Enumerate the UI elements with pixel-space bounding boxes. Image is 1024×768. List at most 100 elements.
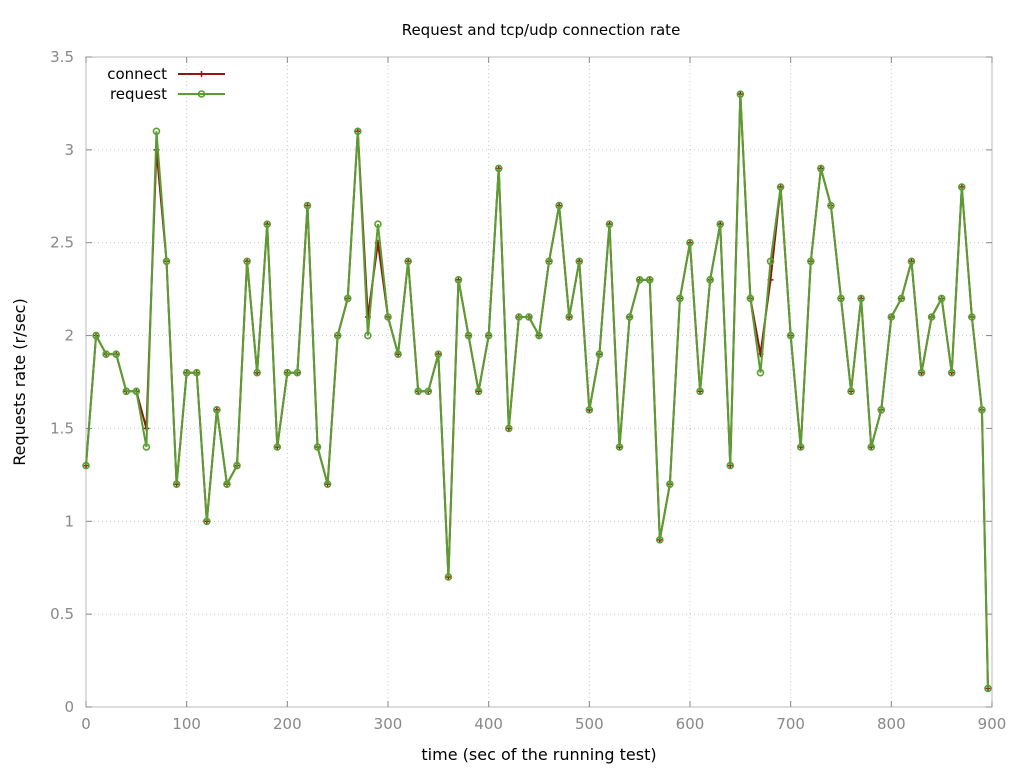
x-tick-label: 600 (676, 715, 705, 733)
request-point (182, 368, 191, 377)
chart-title: Request and tcp/udp connection rate (402, 21, 681, 39)
request-point (635, 276, 644, 284)
x-tick-label: 200 (273, 715, 302, 733)
request-point (293, 368, 302, 377)
request-point (615, 443, 624, 451)
x-tick-label: 500 (575, 715, 604, 733)
request-point (766, 257, 775, 266)
request-point (525, 313, 533, 321)
request-point (837, 294, 845, 303)
request-point (313, 443, 322, 451)
request-point (92, 331, 100, 340)
request-point (796, 443, 805, 451)
request-point (414, 387, 423, 396)
request-point (776, 183, 785, 191)
request-point (786, 331, 795, 340)
legend-label-connect: connect (107, 65, 167, 83)
request-point (223, 480, 231, 488)
y-tick-label: 2.5 (50, 234, 74, 252)
request-point (545, 257, 553, 266)
request-point (162, 257, 171, 266)
request-point (605, 220, 614, 228)
request-point (404, 257, 412, 266)
request-point (575, 257, 584, 266)
legend: connect request (107, 65, 225, 103)
grid-layer (86, 57, 992, 707)
y-axis-label: Requests rate (r/sec) (10, 298, 29, 465)
series-request (82, 90, 992, 693)
request-point (645, 276, 654, 284)
request-point (444, 573, 453, 581)
request-point (897, 294, 906, 303)
y-tick-label: 2 (64, 327, 74, 345)
request-point (353, 127, 362, 136)
request-point (172, 480, 181, 488)
request-point (676, 294, 684, 303)
request-point (984, 684, 992, 693)
request-point (736, 90, 745, 98)
legend-marker-connect (198, 71, 205, 77)
x-tick-label: 800 (877, 715, 906, 733)
legend-label-request: request (110, 85, 167, 103)
y-tick-label: 3 (64, 141, 74, 159)
request-point (847, 387, 855, 396)
request-point (364, 331, 372, 340)
request-point (595, 350, 604, 358)
request-point (192, 368, 201, 377)
request-point (263, 220, 272, 228)
request-point (585, 406, 594, 414)
request-point (827, 201, 835, 210)
series-layer (82, 90, 992, 693)
x-tick-label: 0 (81, 715, 91, 733)
request-point (726, 461, 735, 470)
request-point (384, 313, 392, 321)
request-point (303, 201, 312, 210)
request-point (333, 331, 342, 340)
request-point (102, 350, 110, 358)
request-point (454, 276, 463, 284)
request-point (696, 387, 704, 396)
request-point (233, 461, 241, 470)
request-point (937, 294, 946, 303)
request-point (716, 220, 725, 228)
request-point (343, 294, 352, 303)
x-tick-label: 300 (374, 715, 403, 733)
request-point (927, 313, 936, 321)
request-point (907, 257, 916, 266)
y-tick-label: 0.5 (50, 605, 74, 623)
request-point (867, 443, 876, 451)
request-point (686, 238, 694, 247)
request-point (857, 294, 865, 303)
request-point (323, 480, 332, 488)
request-point (877, 406, 886, 414)
x-tick-label: 400 (474, 715, 503, 733)
request-point (565, 313, 574, 321)
request-point (655, 536, 664, 544)
legend-marker-request (197, 90, 206, 98)
request-point (82, 461, 90, 470)
request-point (434, 350, 443, 358)
request-point (464, 331, 473, 340)
request-line (85, 94, 989, 689)
request-point (957, 183, 966, 191)
request-point (253, 368, 261, 377)
request-point (817, 164, 825, 173)
request-point (273, 443, 282, 451)
y-tick-label: 1.5 (50, 419, 74, 437)
request-point (555, 201, 563, 210)
request-point (494, 164, 503, 173)
request-point (504, 424, 513, 433)
request-point (112, 350, 120, 358)
request-point (424, 387, 433, 396)
y-tick-label: 3.5 (50, 48, 74, 66)
request-point (203, 517, 211, 526)
request-point (515, 313, 523, 321)
request-point (474, 387, 483, 396)
request-point (947, 368, 956, 377)
request-point (283, 368, 292, 377)
tick-layer: 0 100 200 300 400 500 600 700 800 900 0 0.5 1 1.5 2 2.5… (50, 48, 1006, 733)
plot-frame (85, 56, 993, 708)
request-point (756, 368, 765, 377)
request-point (706, 276, 714, 284)
